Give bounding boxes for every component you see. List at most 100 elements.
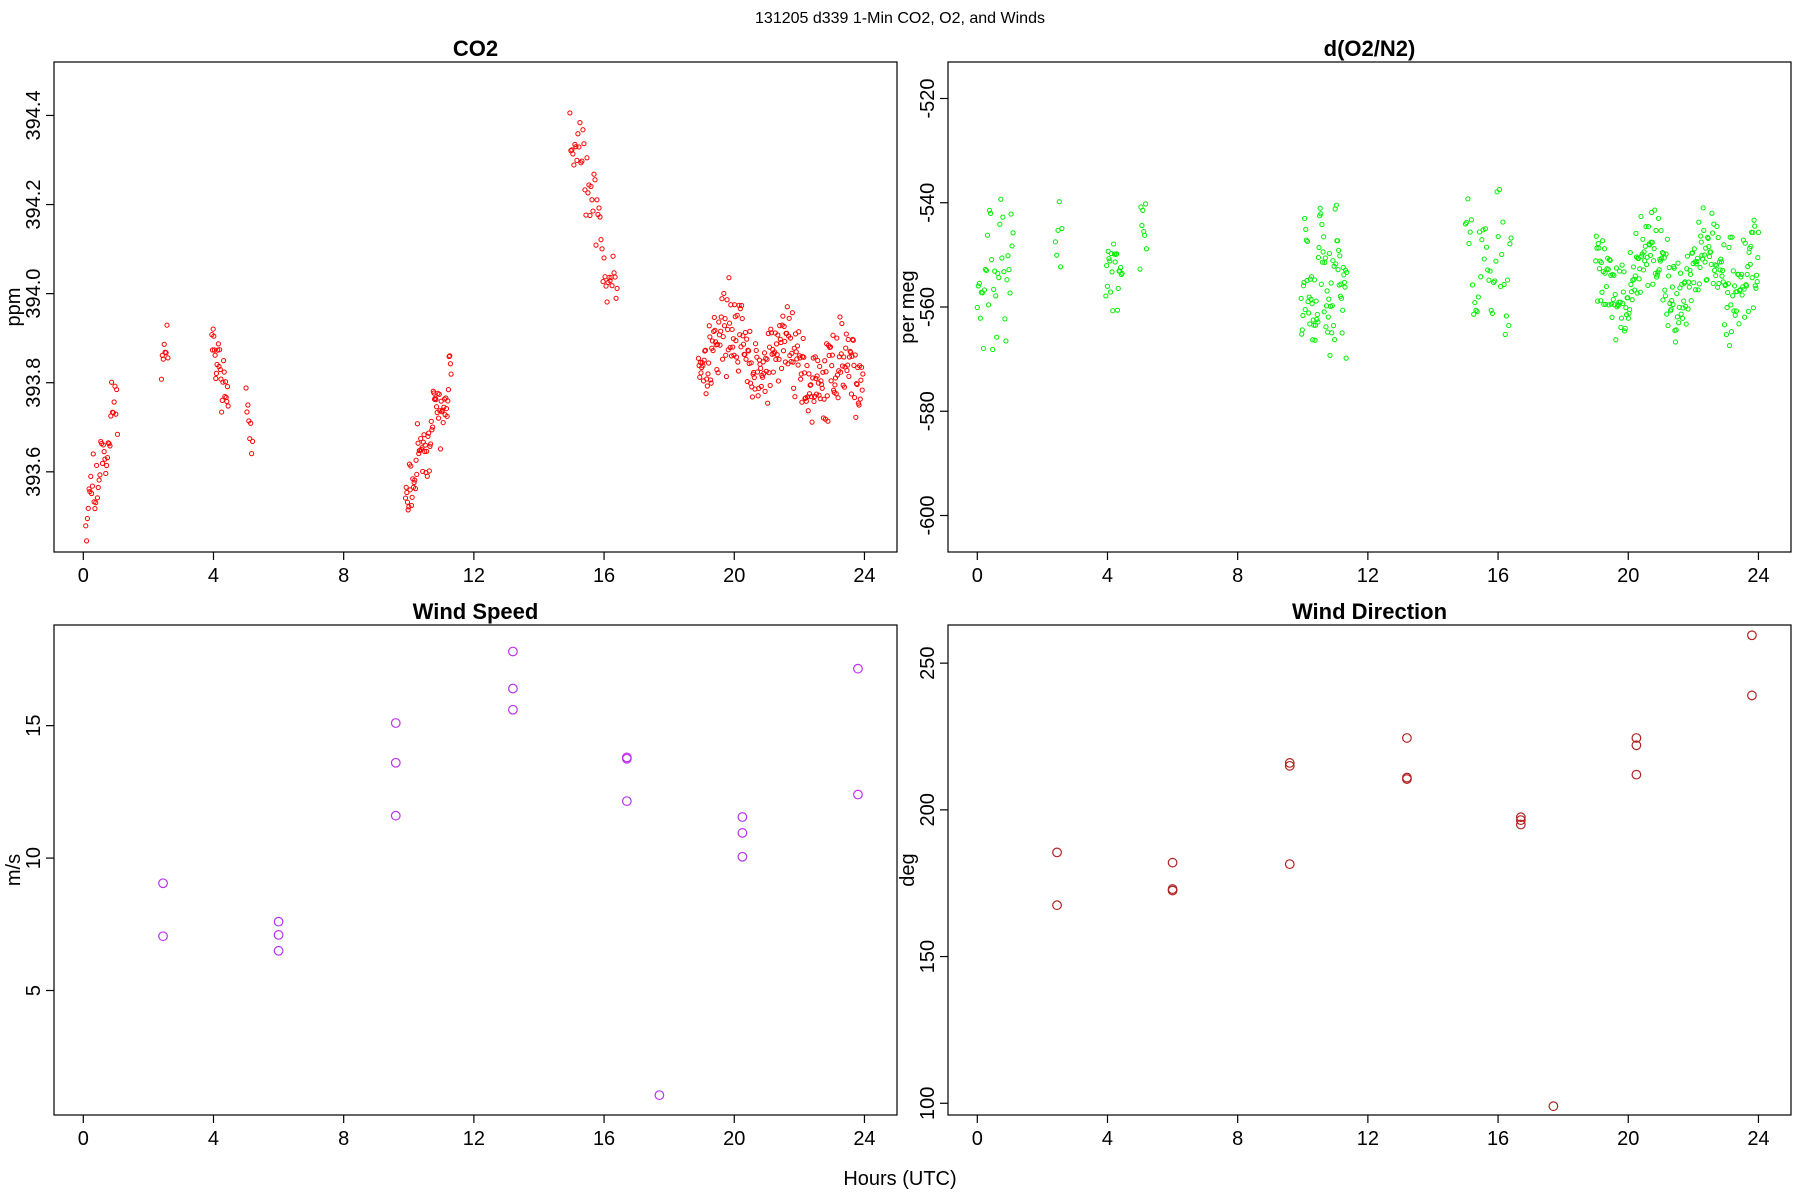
data-point	[94, 495, 101, 501]
data-point	[1143, 246, 1150, 252]
y-axis-label: per meg	[897, 270, 919, 343]
data-point	[1107, 258, 1113, 264]
data-point	[1752, 223, 1758, 229]
data-point	[754, 354, 760, 360]
data-point	[853, 381, 860, 387]
data-point	[1673, 327, 1679, 333]
data-point	[86, 486, 92, 492]
data-point	[612, 274, 618, 280]
data-point	[114, 431, 121, 437]
data-point	[1671, 265, 1677, 271]
data-point	[224, 384, 231, 390]
data-point	[780, 313, 786, 319]
plot-frame	[53, 624, 898, 1116]
data-point	[1335, 267, 1341, 273]
data-point	[760, 359, 766, 365]
data-point	[1627, 249, 1633, 256]
data-point	[798, 371, 804, 377]
data-point	[1701, 252, 1708, 258]
data-point	[706, 323, 712, 329]
data-point	[1702, 259, 1708, 265]
x-tick-label: 8	[1232, 1128, 1243, 1150]
data-point	[986, 207, 993, 213]
data-point	[1108, 250, 1114, 257]
data-point	[1114, 307, 1121, 313]
data-point	[1504, 277, 1511, 283]
data-point	[217, 347, 223, 353]
data-point	[104, 462, 110, 469]
data-point	[1739, 292, 1745, 298]
data-point	[1738, 274, 1744, 280]
data-point	[1330, 258, 1336, 264]
data-point	[830, 332, 836, 338]
data-point	[974, 304, 980, 311]
data-point	[212, 352, 218, 358]
x-tick-label: 4	[208, 565, 219, 587]
data-point	[730, 344, 736, 350]
data-point	[1698, 233, 1704, 239]
data-point	[402, 495, 409, 501]
data-point	[849, 353, 855, 359]
data-point	[1708, 249, 1714, 255]
data-point	[222, 379, 229, 385]
data-point	[1678, 311, 1684, 317]
data-point	[1618, 324, 1624, 331]
data-point	[1315, 319, 1321, 325]
data-point	[425, 433, 431, 439]
data-point	[727, 344, 733, 351]
y-tick-label: 150	[917, 940, 939, 973]
data-point	[213, 375, 219, 382]
data-point	[755, 393, 761, 399]
data-point	[443, 405, 450, 412]
data-point	[164, 322, 170, 328]
data-point	[1704, 276, 1710, 283]
data-point	[739, 315, 745, 322]
data-point	[1610, 296, 1616, 303]
x-tick-label: 12	[1357, 1128, 1379, 1150]
data-point	[822, 358, 828, 364]
data-point	[737, 332, 743, 338]
data-point	[1631, 740, 1642, 751]
data-point	[273, 916, 284, 927]
data-point	[711, 328, 717, 335]
data-point	[1471, 311, 1477, 317]
data-point	[1750, 229, 1756, 236]
data-point	[1338, 295, 1345, 301]
data-point	[113, 411, 119, 417]
data-point	[1736, 321, 1742, 327]
data-point	[1334, 238, 1341, 244]
data-point	[1329, 303, 1335, 309]
data-point	[1643, 223, 1649, 230]
data-point	[1674, 314, 1680, 320]
data-point	[433, 397, 439, 403]
data-point	[107, 443, 113, 449]
data-point	[737, 306, 743, 312]
data-point	[83, 523, 89, 529]
data-point	[794, 356, 800, 362]
data-point	[1710, 280, 1716, 287]
data-point	[984, 232, 991, 238]
data-point	[416, 450, 422, 457]
data-point	[1119, 270, 1125, 276]
data-point	[424, 448, 430, 454]
data-point	[1326, 296, 1332, 302]
data-point	[1742, 240, 1748, 246]
data-point	[714, 341, 721, 348]
panel-title: CO2	[453, 36, 498, 61]
data-point	[798, 376, 804, 382]
data-point	[1475, 294, 1481, 300]
plot-frame	[947, 61, 1792, 553]
y-tick-label: 394.0	[23, 269, 45, 319]
data-point	[1670, 301, 1676, 308]
data-point	[1691, 246, 1697, 252]
data-point	[832, 382, 838, 388]
data-point	[1721, 322, 1728, 328]
data-point	[414, 421, 421, 427]
data-point	[1693, 287, 1699, 293]
data-point	[794, 343, 801, 349]
data-point	[90, 451, 96, 457]
data-point	[1325, 329, 1331, 335]
data-point	[575, 131, 581, 137]
data-point	[419, 445, 425, 451]
data-point	[412, 486, 419, 492]
